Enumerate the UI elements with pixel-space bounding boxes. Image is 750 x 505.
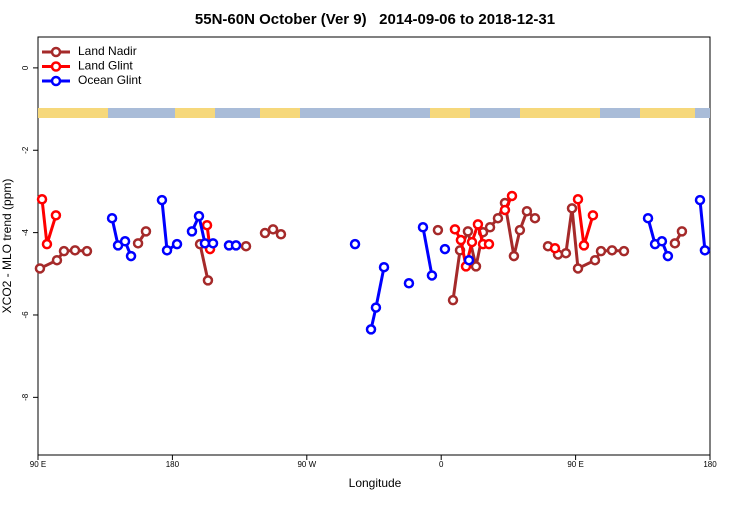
data-point [267,224,279,235]
x-tick-label: 90 W [297,460,316,469]
legend-swatch-point [50,75,62,87]
data-point [595,245,607,257]
data-point [161,245,173,256]
x-tick-label: 0 [439,460,444,469]
data-point [499,204,511,216]
data-point [230,240,242,251]
data-point [69,245,81,256]
data-point [119,236,131,247]
data-point [472,219,484,230]
legend-label: Ocean Glint [78,73,142,87]
plot-frame [37,36,711,456]
y-axis-label: XCO2 - MLO trend (ppm) [0,179,14,314]
data-point [529,212,541,224]
data-point [132,238,144,249]
data-point [171,238,183,250]
data-point [50,210,62,221]
x-tick-label: 180 [703,460,717,469]
data-point [483,238,495,250]
y-tick-label: 0 [21,65,30,70]
legend-swatch-point [50,61,62,72]
data-point [589,254,601,266]
data-point [81,245,93,257]
data-point [140,226,152,237]
data-point [125,250,137,262]
data-point [365,324,377,335]
data-point [36,194,48,205]
legend-label: Land Nadir [78,44,137,58]
map-strip [38,108,710,118]
data-point [521,205,533,217]
data-point [566,203,578,214]
data-point [455,234,467,246]
data-point [156,194,168,206]
y-tick-label: -6 [21,311,30,319]
data-point [618,245,630,257]
data-point [199,238,211,249]
data-point [201,219,213,231]
legend-item: Land Nadir [42,44,137,58]
data-point [186,226,198,237]
data-point [492,212,504,224]
data-point [41,238,53,250]
legend-item: Land Glint [42,59,133,73]
legend-swatch-point [50,46,62,58]
data-point [662,250,674,262]
legend-item: Ocean Glint [42,73,142,87]
data-point [378,261,390,273]
data-point [432,224,444,236]
data-point [694,194,706,206]
y-tick-label: -4 [21,229,30,237]
data-point [578,240,590,251]
data-point [506,190,518,202]
data-point [207,238,219,249]
data-point [106,212,118,224]
data-point [549,243,561,254]
data-point [676,226,688,237]
data-point [447,294,459,306]
data-point [439,243,451,255]
data-point [370,302,382,313]
x-tick-label: 90 E [567,460,583,469]
data-point [656,236,668,247]
series-line [39,197,684,301]
data-point [470,261,482,272]
data-point [699,245,711,256]
data-point [193,210,205,222]
data-point [417,222,429,233]
data-point [240,240,252,252]
data-point [259,227,271,239]
data-point [462,226,474,237]
data-point [514,224,526,236]
data-point [403,278,415,289]
x-axis-label: Longitude [349,476,402,490]
chart-title: 55N-60N October (Ver 9) 2014-09-06 to 20… [195,11,555,28]
data-point [202,275,214,286]
data-point [572,194,584,205]
data-point [426,270,438,281]
data-point [58,245,70,257]
data-point [642,212,654,224]
x-tick-label: 180 [166,460,180,469]
data-point [34,263,46,274]
data-point [587,210,599,221]
data-point [463,254,475,266]
data-point [484,222,496,233]
data-point [508,250,520,262]
data-point [572,263,584,274]
data-point [560,247,572,259]
data-point [669,238,681,249]
x-tick-label: 90 E [30,460,46,469]
y-tick-label: -2 [21,146,30,154]
data-point [466,236,478,248]
y-tick-label: -8 [21,393,30,401]
data-point [51,254,63,266]
data-point [275,229,287,240]
legend-label: Land Glint [78,59,133,73]
data-point [606,245,618,256]
data-point [349,238,361,250]
data-point [449,224,461,235]
